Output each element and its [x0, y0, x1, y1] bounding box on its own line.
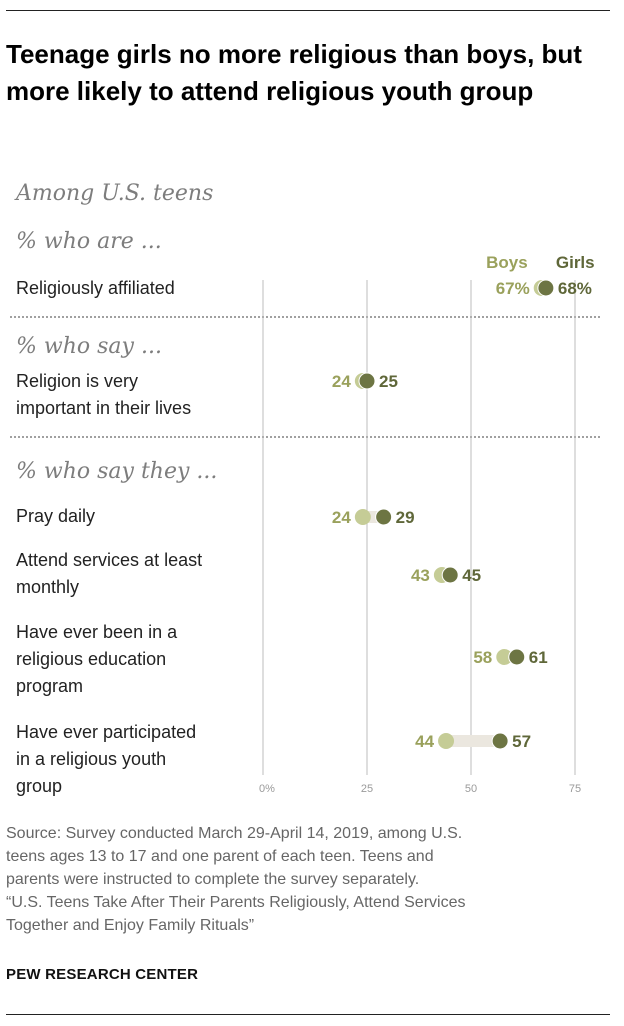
bottom-rule [6, 1014, 610, 1015]
girls-dot [441, 566, 459, 584]
boys-value-label: 44 [415, 732, 434, 751]
source-line: Source: Survey conducted March 29-April … [6, 825, 463, 842]
section-who-say: % who say ... [16, 334, 162, 359]
section-divider [10, 436, 600, 438]
row-label-line: important in their lives [16, 398, 192, 418]
row-label-affiliated: Religiously affiliated [16, 275, 175, 302]
x-tick-label: 25 [361, 783, 373, 795]
girls-value-label: 25 [379, 372, 398, 391]
girls-dot [491, 732, 509, 750]
girls-value-label: 57 [512, 732, 531, 751]
x-tick-label: 0% [259, 783, 275, 795]
boys-dot [354, 509, 371, 525]
section-divider [10, 316, 600, 318]
girls-value-label: 61 [529, 648, 548, 667]
row-label-youth: Have ever participated in a religious yo… [16, 719, 196, 800]
girls-dot [508, 648, 526, 666]
legend-girls: Girls [556, 253, 595, 272]
boys-dot [438, 733, 455, 749]
girls-dot [375, 508, 393, 526]
x-tick-label: 75 [569, 783, 581, 795]
dot-chart: 0% 25 50 75 Boys Girls 67% 68% 24 25 24 29 43 45 58 61 4… [259, 253, 595, 795]
boys-value-label: 67% [496, 279, 530, 298]
girls-value-label: 45 [462, 566, 481, 585]
x-tick-label: 50 [465, 783, 477, 795]
row-label-pray: Pray daily [16, 503, 95, 530]
row-label-line: Pray daily [16, 506, 96, 526]
row-label-line: Have ever participated [16, 722, 197, 742]
boys-dot [496, 649, 513, 665]
boys-value-label: 58 [473, 648, 492, 667]
row-label-line: group [16, 776, 63, 796]
row-label-important: Religion is very important in their live… [16, 368, 191, 422]
section-who-say-they: % who say they ... [16, 459, 218, 484]
row-label-line: Attend services at least [16, 550, 203, 570]
source-line: Together and Enjoy Family Rituals” [6, 917, 255, 934]
legend-boys: Boys [486, 253, 528, 272]
row-label-line: Have ever been in a [16, 622, 178, 642]
section-who-are: % who are ... [16, 229, 162, 254]
top-rule [6, 10, 610, 11]
girls-value-label: 29 [396, 508, 415, 527]
chart-subtitle: Among U.S. teens [16, 181, 214, 206]
row-label-line: program [16, 676, 84, 696]
row-label-line: monthly [16, 577, 80, 597]
chart-title: Teenage girls no more religious than boy… [6, 39, 582, 106]
brand-logo-text: PEW RESEARCH CENTER [6, 966, 199, 983]
source-line: parents were instructed to complete the … [6, 871, 420, 888]
girls-dot [358, 372, 376, 390]
row-label-education: Have ever been in a religious education … [16, 619, 177, 700]
boys-value-label: 43 [411, 566, 430, 585]
row-label-line: Religion is very [16, 371, 139, 391]
row-label-services: Attend services at least monthly [16, 547, 202, 601]
row-label-line: Religiously affiliated [16, 278, 175, 298]
source-line: teens ages 13 to 17 and one parent of ea… [6, 848, 434, 865]
row-label-line: in a religious youth [16, 749, 167, 769]
boys-value-label: 24 [332, 508, 351, 527]
source-line: “U.S. Teens Take After Their Parents Rel… [6, 894, 466, 911]
row-label-line: religious education [16, 649, 167, 669]
girls-value-label: 68% [558, 279, 592, 298]
boys-value-label: 24 [332, 372, 351, 391]
source-note: Source: Survey conducted March 29-April … [6, 822, 612, 937]
girls-dot [537, 279, 555, 297]
